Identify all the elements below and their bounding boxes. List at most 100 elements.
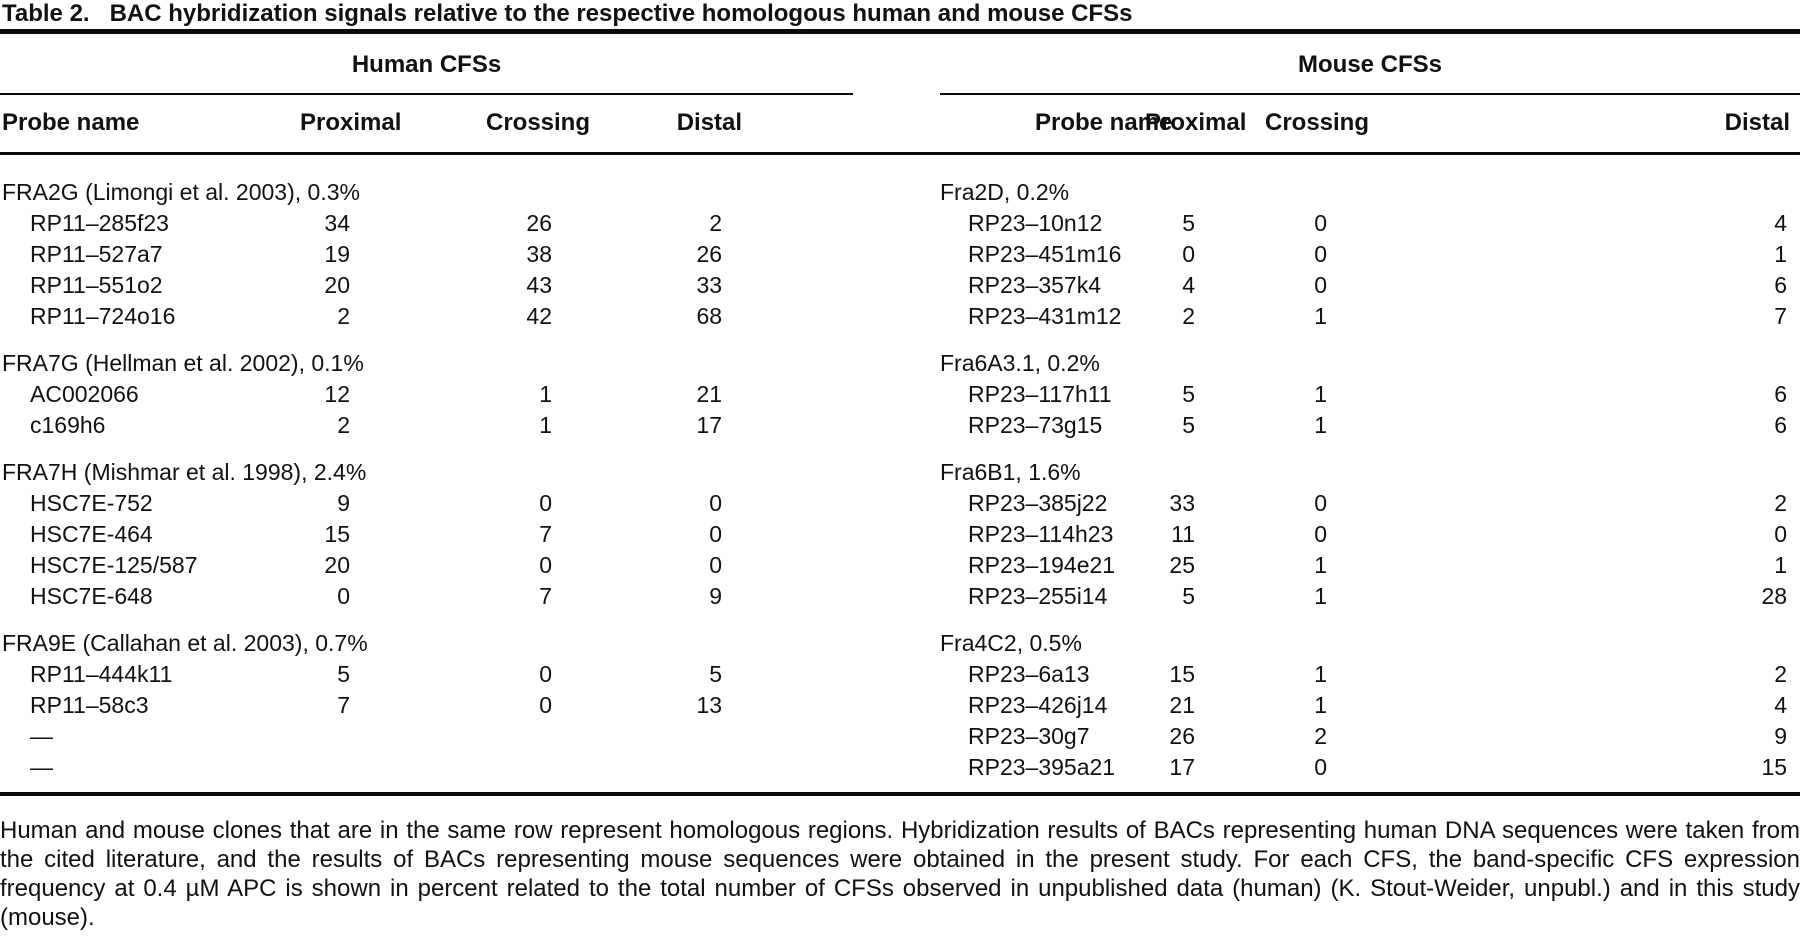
table-caption: Table 2. BAC hybridization signals relati…: [2, 1, 1132, 27]
probe-row: RP23–114h23 11 0 0: [940, 519, 1800, 550]
group-header-human: Human CFSs: [0, 36, 854, 95]
crossing-value-cell: 42: [526, 303, 552, 329]
distal-value-cell: 6: [1774, 412, 1788, 438]
crossing-value-cell: 1: [1314, 692, 1327, 718]
section-header-cell: Fra6A3.1, 0.2%: [940, 350, 1100, 376]
proximal-value-cell: 20: [324, 552, 350, 578]
column-header-proximal: Proximal: [300, 109, 402, 136]
gap-cell: [0, 332, 853, 348]
proximal-value-cell: 17: [1169, 754, 1195, 780]
section-gap-row: [940, 612, 1800, 628]
distal-value-cell: 6: [1774, 381, 1788, 407]
column-header-probe-name: Probe name: [2, 109, 140, 136]
probe-name-cell: RP23–395a21: [968, 754, 1116, 780]
probe-name-cell: RP23–451m16: [968, 241, 1122, 267]
crossing-value-cell: 26: [526, 210, 552, 236]
crossing-value-cell: 43: [526, 272, 552, 298]
distal-value-cell: [600, 752, 853, 783]
distal-value-cell: 13: [696, 692, 723, 718]
probe-name-cell: RP23–117h11: [968, 381, 1112, 407]
crossing-value-cell: 1: [1314, 661, 1327, 687]
crossing-value-cell: 0: [1314, 754, 1327, 780]
probe-row: HSC7E-125/587 20 0 0: [0, 550, 853, 581]
mouse-cfs-table: Mouse CFSs Probe name Proximal Crossing …: [940, 36, 1800, 783]
proximal-value-cell: 25: [1169, 552, 1195, 578]
section-gap-row: [940, 441, 1800, 457]
section-header-row: Fra4C2, 0.5%: [940, 628, 1800, 659]
table-footnote: Human and mouse clones that are in the s…: [0, 817, 1800, 931]
proximal-value-cell: 21: [1169, 692, 1195, 718]
probe-name-cell: RP11–285f23: [30, 210, 169, 236]
column-header-distal: Distal: [1724, 109, 1791, 136]
crossing-value-cell: 7: [539, 521, 552, 547]
distal-value-cell: 7: [1774, 303, 1788, 329]
proximal-value-cell: 26: [1169, 723, 1195, 749]
probe-name-cell: RP23–357k4: [968, 272, 1101, 298]
crossing-value-cell: 0: [539, 552, 552, 578]
human-group-header-row: Human CFSs: [0, 36, 854, 95]
section-header-cell: Fra6B1, 1.6%: [940, 459, 1081, 485]
section-header-row: FRA7H (Mishmar et al. 1998), 2.4%: [0, 457, 853, 488]
probe-name-cell: HSC7E-125/587: [30, 552, 198, 578]
probe-name-cell: RP23–385j22: [968, 490, 1108, 516]
human-column-header-row: Probe name Proximal Crossing Distal: [0, 94, 853, 151]
proximal-value-cell: 15: [324, 521, 350, 547]
gap-cell: [0, 612, 853, 628]
probe-name-cell: AC002066: [30, 381, 139, 407]
crossing-value-cell: 0: [539, 490, 552, 516]
probe-name-cell: RP23–426j14: [968, 692, 1108, 718]
probe-name-cell: RP11–527a7: [30, 241, 163, 267]
section-header-row: Fra6A3.1, 0.2%: [940, 348, 1800, 379]
probe-name-cell: RP11–724o16: [30, 303, 176, 329]
crossing-value-cell: 1: [1314, 381, 1327, 407]
proximal-value-cell: 19: [324, 241, 350, 267]
proximal-value-cell: 9: [337, 490, 350, 516]
column-header-probe-name: Probe name: [1035, 109, 1173, 136]
crossing-value-cell: 1: [1314, 552, 1327, 578]
distal-value-cell: 33: [696, 272, 723, 298]
probe-name-cell: RP23–431m12: [968, 303, 1122, 329]
probe-row: RP23–30g7 26 2 9: [940, 721, 1800, 752]
title-rule: [0, 29, 1800, 34]
section-gap-row: [0, 441, 853, 457]
distal-value-cell: 2: [709, 210, 723, 236]
probe-name-cell: HSC7E-752: [30, 490, 153, 516]
section-header-cell: Fra2D, 0.2%: [940, 179, 1070, 205]
probe-row: RP23–395a21 17 0 15: [940, 752, 1800, 783]
crossing-value-cell: 1: [1314, 303, 1327, 329]
proximal-value-cell: 34: [324, 210, 350, 236]
probe-row: RP23–357k4 4 0 6: [940, 270, 1800, 301]
crossing-value-cell: 0: [539, 692, 552, 718]
distal-value-cell: 4: [1774, 692, 1788, 718]
probe-name-cell: —: [30, 754, 53, 780]
probe-row: RP11–444k11 5 0 5: [0, 659, 853, 690]
gap-cell: [940, 332, 1800, 348]
distal-value-cell: 1: [1774, 552, 1788, 578]
crossing-value-cell: 1: [1314, 412, 1327, 438]
probe-row: RP23–431m12 2 1 7: [940, 301, 1800, 332]
section-header-cell: FRA7G (Hellman et al. 2002), 0.1%: [2, 350, 364, 376]
proximal-value-cell: 0: [1182, 241, 1195, 267]
distal-value-cell: 1: [1774, 241, 1788, 267]
proximal-value-cell: 5: [337, 661, 350, 687]
probe-name-cell: RP23–30g7: [968, 723, 1090, 749]
bottom-rule: [0, 792, 1800, 796]
crossing-value-cell: 7: [539, 583, 552, 609]
probe-name-cell: c169h6: [30, 412, 106, 438]
probe-name-cell: RP11–58c3: [30, 692, 149, 718]
probe-name-cell: RP11–444k11: [30, 661, 173, 687]
probe-name-cell: RP23–114h23: [968, 521, 1114, 547]
probe-row: AC002066 12 1 21: [0, 379, 853, 410]
proximal-value-cell: 33: [1169, 490, 1195, 516]
human-cfs-table: Human CFSs Probe name Proximal Crossing …: [0, 36, 854, 783]
proximal-value-cell: 2: [1182, 303, 1195, 329]
probe-name-cell: HSC7E-648: [30, 583, 153, 609]
proximal-value-cell: 15: [1169, 661, 1195, 687]
section-header-cell: FRA9E (Callahan et al. 2003), 0.7%: [2, 630, 368, 656]
header-rule: [0, 152, 1800, 155]
section-header-row: Fra2D, 0.2%: [940, 177, 1800, 208]
crossing-value-cell: 2: [1314, 723, 1327, 749]
probe-row: RP23–10n12 5 0 4: [940, 208, 1800, 239]
gap-cell: [0, 441, 853, 457]
section-header-cell: FRA2G (Limongi et al. 2003), 0.3%: [2, 179, 360, 205]
